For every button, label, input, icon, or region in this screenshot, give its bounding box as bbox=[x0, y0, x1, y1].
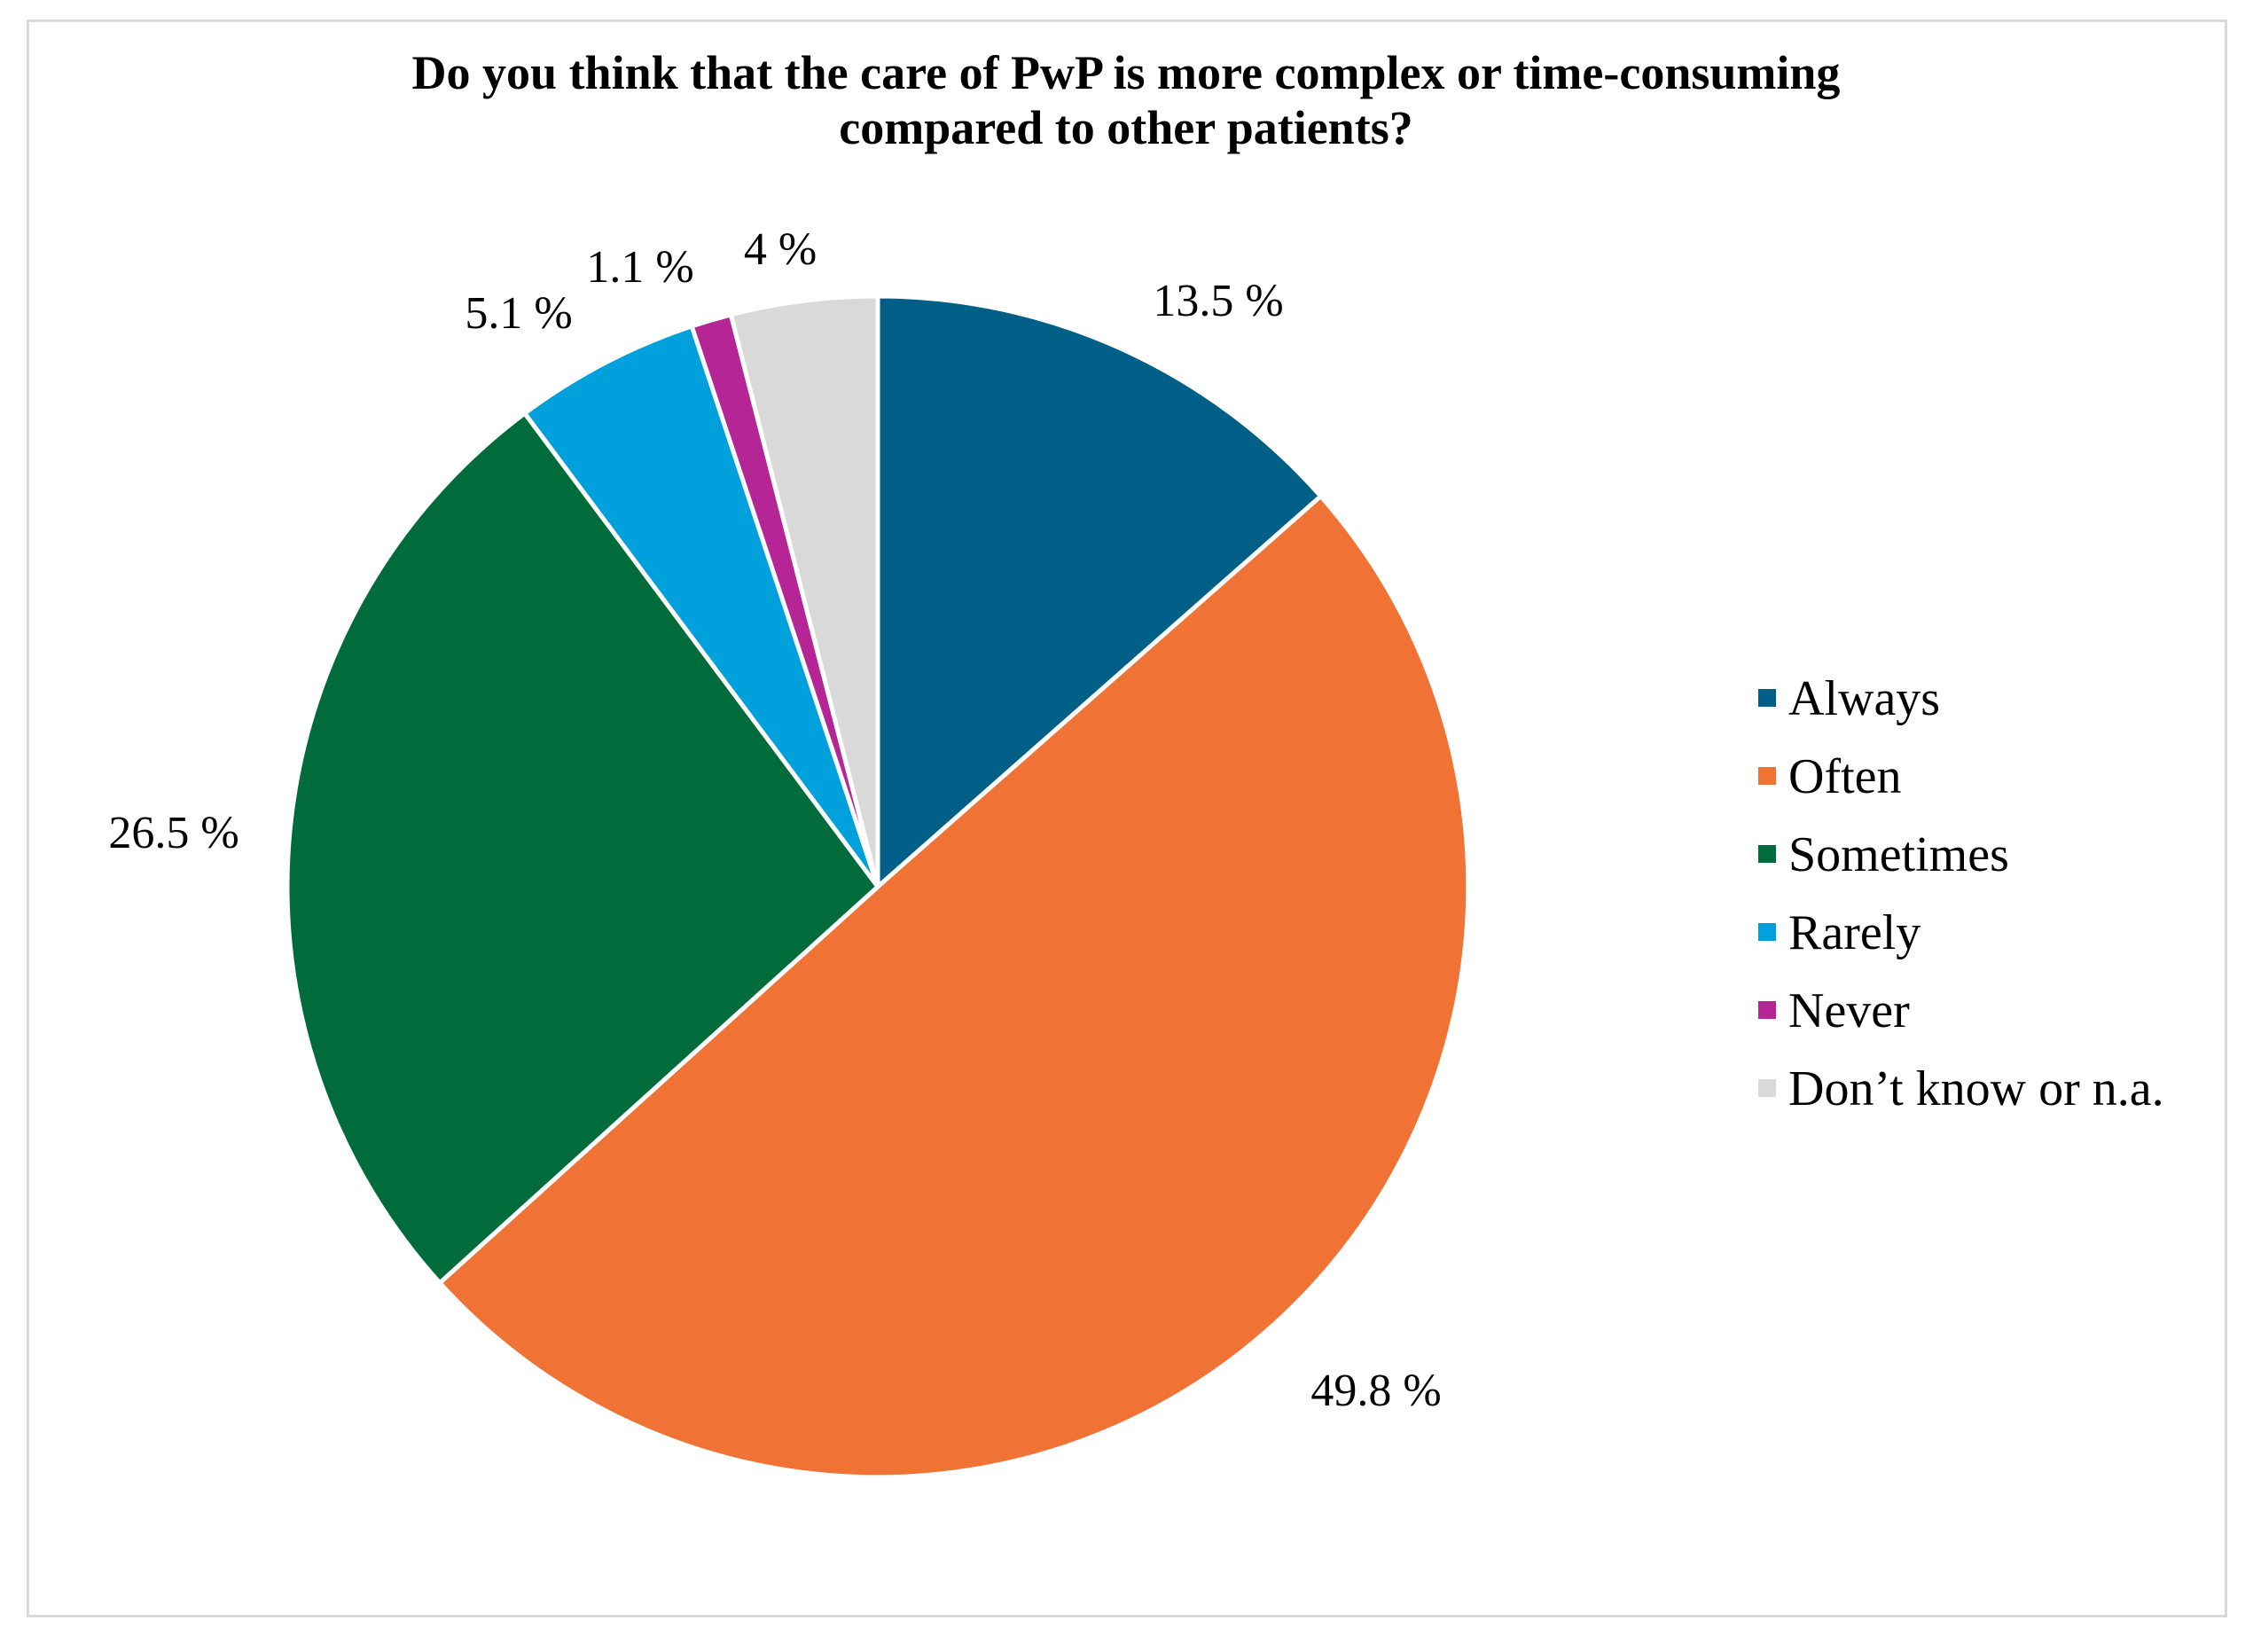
legend-label-don-t-know-or-n-a: Don’t know or n.a. bbox=[1788, 1061, 2164, 1116]
pie-slice-don-t-know-or-n-a bbox=[728, 294, 880, 889]
pie-slice-always bbox=[875, 294, 1324, 889]
legend-swatch-sometimes bbox=[1758, 845, 1776, 863]
chart-title-line-2: compared to other patients? bbox=[839, 101, 1412, 154]
legend-label-rarely: Rarely bbox=[1788, 905, 1921, 960]
data-label-never: 1.1 % bbox=[586, 242, 693, 293]
data-label-always: 13.5 % bbox=[1153, 276, 1283, 326]
data-label-sometimes: 26.5 % bbox=[108, 808, 239, 858]
pie-slice-sometimes bbox=[285, 411, 880, 1286]
data-label-don-t-know-or-n-a: 4 % bbox=[744, 224, 817, 275]
legend-swatch-always bbox=[1758, 689, 1776, 707]
chart-title: Do you think that the care of PwP is mor… bbox=[412, 46, 1841, 154]
pie-slice-often bbox=[437, 494, 1471, 1480]
pie-slices bbox=[285, 294, 1471, 1480]
legend-swatch-rarely bbox=[1758, 923, 1776, 941]
legend-swatch-often bbox=[1758, 767, 1776, 785]
legend-item-always: Always bbox=[1758, 671, 1940, 726]
legend-item-sometimes: Sometimes bbox=[1758, 827, 2009, 882]
legend-item-often: Often bbox=[1758, 749, 1902, 804]
legend-item-never: Never bbox=[1758, 983, 1910, 1038]
chart-title-line-1: Do you think that the care of PwP is mor… bbox=[412, 46, 1841, 99]
pie-slice-rarely bbox=[522, 324, 880, 889]
legend-label-sometimes: Sometimes bbox=[1788, 827, 2009, 882]
legend-swatch-never bbox=[1758, 1001, 1776, 1019]
legend-item-rarely: Rarely bbox=[1758, 905, 1921, 960]
legend-label-never: Never bbox=[1788, 983, 1910, 1038]
legend-swatch-don-t-know-or-n-a bbox=[1758, 1079, 1776, 1097]
legend-label-often: Often bbox=[1788, 749, 1902, 804]
legend-label-always: Always bbox=[1788, 671, 1940, 726]
legend-item-don-t-know-or-n-a: Don’t know or n.a. bbox=[1758, 1061, 2164, 1116]
pie-data-labels: 13.5 % 49.8 % 26.5 % 5.1 % 1.1 % 4 % bbox=[108, 224, 1441, 1416]
data-label-rarely: 5.1 % bbox=[465, 288, 572, 339]
data-label-often: 49.8 % bbox=[1310, 1366, 1441, 1416]
legend: Always Often Sometimes Rarely Never Don’t kno… bbox=[1758, 671, 2164, 1116]
